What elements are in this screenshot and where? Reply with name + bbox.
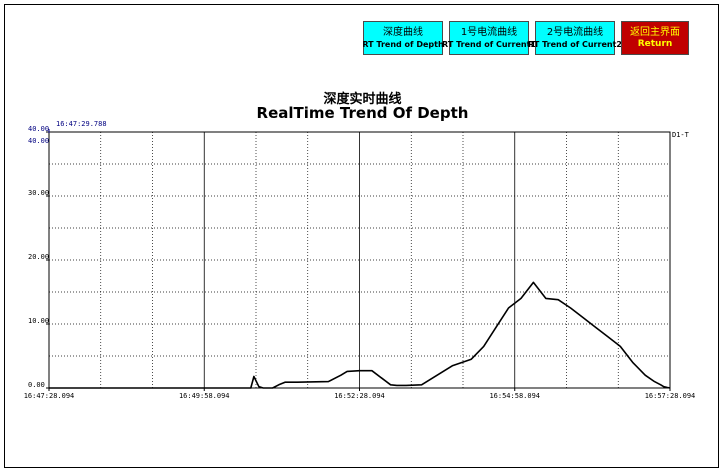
chart-series: [49, 281, 671, 389]
y-tick-label: 20.00: [28, 253, 49, 261]
series-label: D1-T: [672, 131, 690, 139]
button-label-cn: 深度曲线: [383, 26, 423, 38]
button-label-en: RT Trend of Current2: [528, 39, 622, 49]
button-label-en: Return: [637, 38, 673, 49]
chart-title-en: RealTime Trend Of Depth: [256, 104, 469, 122]
button-label-cn: 2号电流曲线: [546, 26, 604, 38]
rt-trend-depth-button[interactable]: 深度曲线 RT Trend of Depth: [362, 21, 444, 55]
return-button[interactable]: 返回主界面 Return: [621, 21, 689, 55]
button-label-en: RT Trend of Depth: [362, 39, 444, 49]
x-tick-label: 16:57:28.094: [645, 392, 696, 400]
rt-trend-current2-button[interactable]: 2号电流曲线 RT Trend of Current2: [528, 21, 622, 55]
y-tick-label: 40.00: [28, 137, 49, 145]
button-label-en: RT Trend of Current1: [442, 39, 536, 49]
y-tick-label: 30.00: [28, 189, 49, 197]
y-tick-label: 10.00: [28, 317, 49, 325]
x-tick-label: 16:54:58.094: [489, 392, 540, 400]
window-frame: [4, 4, 719, 468]
chart-title-cn: 深度实时曲线: [323, 92, 402, 107]
depth-series-line: [49, 281, 671, 389]
cursor-time-label: 16:47:29.788: [56, 120, 107, 128]
rt-trend-current1-button[interactable]: 1号电流曲线 RT Trend of Current1: [442, 21, 536, 55]
axis-top-label: 40.00: [28, 125, 49, 133]
chart-grid: [48, 131, 671, 389]
x-tick-label: 16:47:28.094: [24, 392, 75, 400]
x-tick-label: 16:49:58.094: [179, 392, 230, 400]
y-tick-label: 0.00: [28, 381, 45, 389]
button-label-cn: 返回主界面: [630, 26, 680, 38]
chart-tick-labels: 40.00 30.00 20.00 10.00 0.00 16:47:28.094 16:4…: [24, 131, 696, 400]
button-label-cn: 1号电流曲线: [460, 26, 518, 38]
x-tick-label: 16:52:28.094: [334, 392, 385, 400]
